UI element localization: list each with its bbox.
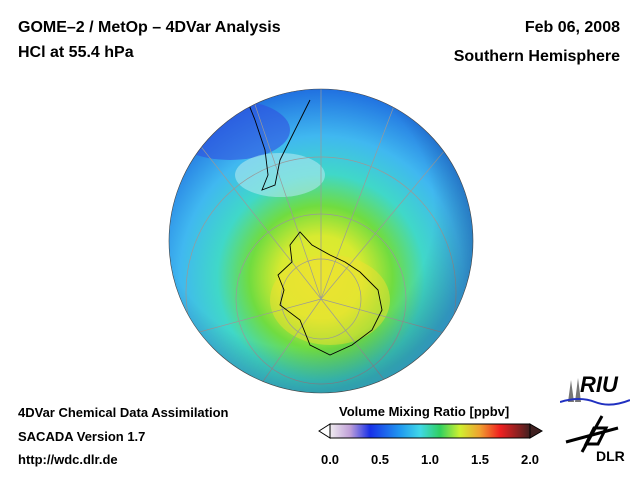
riu-logo: RIU <box>560 372 630 406</box>
colorbar <box>318 423 543 439</box>
footer-assimilation: 4DVar Chemical Data Assimilation <box>18 405 229 420</box>
colorbar-tick: 0.5 <box>370 452 390 467</box>
footer-version: SACADA Version 1.7 <box>18 429 146 444</box>
colorbar-tick: 1.0 <box>420 452 440 467</box>
colorbar-tick: 2.0 <box>520 452 540 467</box>
dlr-logo: DLR <box>564 414 625 466</box>
map-date: Feb 06, 2008 <box>524 19 620 36</box>
map-subtitle: HCl at 55.4 hPa <box>18 44 134 61</box>
colorbar-tick: 0.0 <box>320 452 340 467</box>
colorbar-label: Volume Mixing Ratio [ppbv] <box>339 404 510 419</box>
colorbar-min-arrow <box>318 423 331 439</box>
colorbar-max-arrow <box>529 423 543 439</box>
map-region: Southern Hemisphere <box>453 48 620 65</box>
colorbar-tick: 1.5 <box>470 452 490 467</box>
footer-url[interactable]: http://wdc.dlr.de <box>18 452 118 467</box>
map-title: GOME–2 / MetOp – 4DVar Analysis <box>18 19 281 36</box>
